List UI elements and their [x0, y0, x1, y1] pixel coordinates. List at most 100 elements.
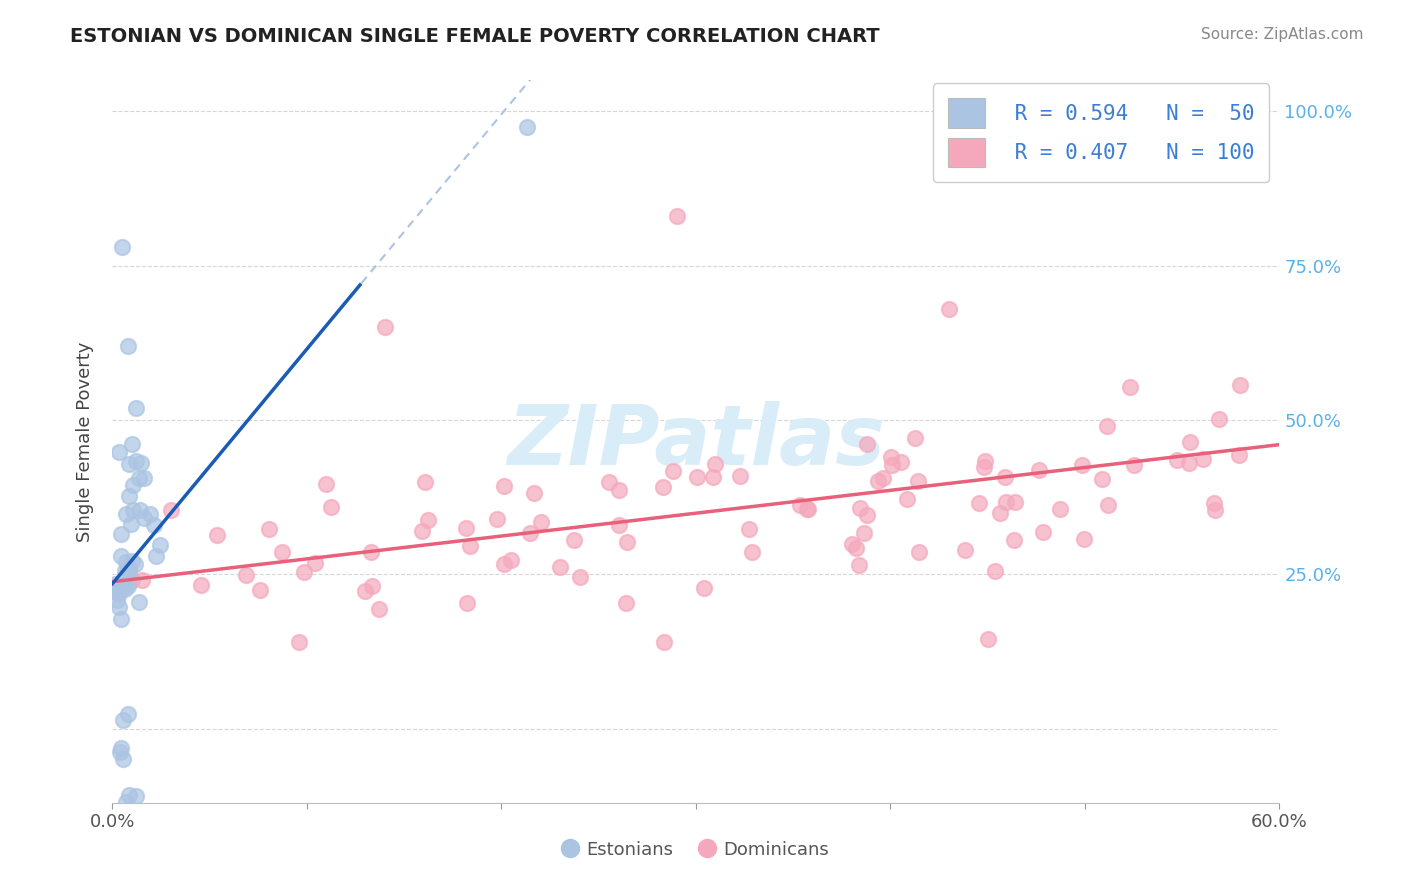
- Point: [499, 553, 522, 567]
- Point: [122, 477, 145, 491]
- Point: [418, 512, 440, 526]
- Point: [125, 454, 148, 468]
- Point: [105, 593, 128, 607]
- Point: [110, 549, 132, 563]
- Point: [789, 499, 811, 513]
- Point: [652, 480, 675, 494]
- Point: [110, 526, 132, 541]
- Point: [319, 500, 342, 514]
- Point: [845, 541, 868, 555]
- Point: [1004, 495, 1026, 509]
- Point: [115, 507, 138, 521]
- Point: [114, 582, 136, 596]
- Point: [728, 468, 751, 483]
- Point: [1178, 456, 1201, 470]
- Point: [104, 576, 127, 591]
- Point: [129, 456, 152, 470]
- Point: [1202, 496, 1225, 510]
- Point: [1122, 458, 1144, 472]
- Point: [367, 602, 389, 616]
- Point: [882, 458, 904, 472]
- Point: [1073, 532, 1095, 546]
- Point: [984, 564, 1007, 578]
- Point: [868, 475, 890, 489]
- Point: [908, 545, 931, 559]
- Point: [139, 508, 162, 522]
- Point: [104, 585, 127, 599]
- Point: [494, 479, 516, 493]
- Point: [270, 545, 292, 559]
- Point: [797, 501, 820, 516]
- Point: [953, 542, 976, 557]
- Point: [523, 486, 546, 500]
- Point: [145, 549, 167, 563]
- Text: ESTONIAN VS DOMINICAN SINGLE FEMALE POVERTY CORRELATION CHART: ESTONIAN VS DOMINICAN SINGLE FEMALE POVE…: [70, 27, 880, 45]
- Point: [1166, 453, 1188, 467]
- Point: [967, 496, 990, 510]
- Point: [120, 516, 142, 531]
- Point: [207, 528, 229, 542]
- Point: [315, 476, 337, 491]
- Point: [108, 745, 131, 759]
- Point: [598, 475, 620, 489]
- Point: [1028, 463, 1050, 477]
- Point: [1071, 458, 1094, 472]
- Point: [607, 483, 630, 497]
- Point: [693, 582, 716, 596]
- Point: [519, 526, 541, 541]
- Point: [121, 573, 143, 587]
- Point: [1032, 525, 1054, 540]
- Point: [128, 471, 150, 485]
- Point: [903, 431, 925, 445]
- Point: [890, 455, 912, 469]
- Point: [143, 518, 166, 533]
- Point: [562, 533, 585, 548]
- Point: [852, 526, 875, 541]
- Point: [259, 522, 281, 536]
- Point: [304, 557, 326, 571]
- Point: [548, 560, 571, 574]
- Point: [249, 582, 271, 597]
- Point: [686, 470, 709, 484]
- Point: [841, 536, 863, 550]
- Point: [665, 209, 688, 223]
- Point: [125, 401, 148, 415]
- Point: [131, 574, 153, 588]
- Point: [129, 503, 152, 517]
- Point: [112, 752, 135, 766]
- Point: [938, 301, 960, 316]
- Point: [1095, 419, 1118, 434]
- Point: [973, 459, 995, 474]
- Point: [661, 464, 683, 478]
- Point: [149, 538, 172, 552]
- Point: [110, 741, 132, 756]
- Point: [460, 539, 482, 553]
- Point: [880, 450, 903, 465]
- Point: [988, 506, 1011, 520]
- Point: [110, 612, 132, 626]
- Point: [411, 524, 433, 538]
- Point: [907, 474, 929, 488]
- Point: [287, 635, 309, 649]
- Legend: Estonians, Dominicans: Estonians, Dominicans: [555, 834, 837, 866]
- Point: [107, 445, 129, 459]
- Point: [569, 569, 592, 583]
- Point: [361, 578, 384, 592]
- Point: [117, 579, 139, 593]
- Text: Source: ZipAtlas.com: Source: ZipAtlas.com: [1201, 27, 1364, 42]
- Point: [856, 437, 879, 451]
- Point: [607, 517, 630, 532]
- Point: [354, 583, 377, 598]
- Point: [702, 470, 724, 484]
- Point: [111, 713, 134, 727]
- Point: [134, 471, 156, 485]
- Point: [516, 120, 538, 134]
- Point: [492, 558, 515, 572]
- Point: [117, 706, 139, 721]
- Text: ZIPatlas: ZIPatlas: [508, 401, 884, 482]
- Point: [117, 562, 139, 576]
- Point: [1049, 501, 1071, 516]
- Point: [117, 339, 139, 353]
- Point: [121, 437, 143, 451]
- Point: [360, 545, 382, 559]
